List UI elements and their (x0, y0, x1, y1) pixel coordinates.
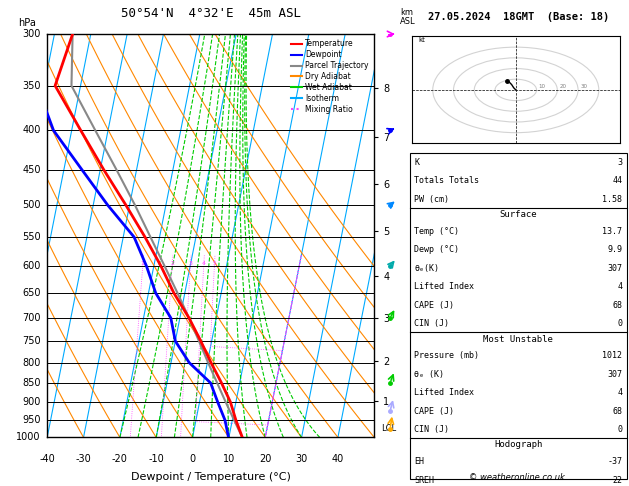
Text: km
ASL: km ASL (401, 8, 416, 26)
Text: 300: 300 (22, 29, 41, 39)
Text: Dewpoint / Temperature (°C): Dewpoint / Temperature (°C) (131, 472, 291, 482)
Text: Dewp (°C): Dewp (°C) (415, 245, 459, 254)
Text: LCL: LCL (381, 424, 396, 434)
Text: 800: 800 (22, 358, 41, 367)
Text: 1000: 1000 (16, 433, 41, 442)
Text: 1.58: 1.58 (603, 195, 622, 204)
Text: 40: 40 (331, 453, 344, 464)
Legend: Temperature, Dewpoint, Parcel Trajectory, Dry Adiabat, Wet Adiabat, Isotherm, Mi: Temperature, Dewpoint, Parcel Trajectory… (289, 38, 370, 115)
Text: 550: 550 (22, 232, 41, 242)
Text: 500: 500 (22, 200, 41, 210)
Text: 450: 450 (22, 165, 41, 175)
Text: 307: 307 (608, 370, 622, 379)
Text: 30: 30 (580, 84, 587, 89)
Text: 850: 850 (22, 378, 41, 388)
Text: 13.7: 13.7 (603, 227, 622, 236)
Text: 0: 0 (617, 319, 622, 328)
Text: CIN (J): CIN (J) (415, 319, 449, 328)
Text: 9.9: 9.9 (608, 245, 622, 254)
Text: PW (cm): PW (cm) (415, 195, 449, 204)
Text: -40: -40 (39, 453, 55, 464)
Text: -10: -10 (148, 453, 164, 464)
Text: K: K (415, 158, 420, 167)
Text: 10: 10 (538, 84, 545, 89)
Text: CIN (J): CIN (J) (415, 425, 449, 434)
Text: 27.05.2024  18GMT  (Base: 18): 27.05.2024 18GMT (Base: 18) (428, 12, 609, 22)
Text: 22: 22 (613, 475, 622, 485)
Text: 307: 307 (608, 264, 622, 273)
Text: 44: 44 (613, 176, 622, 186)
Text: 600: 600 (22, 261, 41, 271)
Text: 20: 20 (259, 453, 272, 464)
Text: SREH: SREH (415, 475, 434, 485)
Text: 30: 30 (296, 453, 308, 464)
Text: 4: 4 (617, 282, 622, 291)
Text: 68: 68 (613, 301, 622, 310)
Text: -20: -20 (112, 453, 128, 464)
Text: 350: 350 (22, 81, 41, 91)
Text: Temp (°C): Temp (°C) (415, 227, 459, 236)
Bar (410, 153, 626, 479)
Text: 1: 1 (141, 261, 145, 266)
Text: 3: 3 (188, 261, 192, 266)
Text: CAPE (J): CAPE (J) (415, 407, 454, 416)
Text: CAPE (J): CAPE (J) (415, 301, 454, 310)
Text: 2: 2 (170, 261, 174, 266)
Text: 10: 10 (223, 453, 235, 464)
Text: θₑ (K): θₑ (K) (415, 370, 444, 379)
Text: 68: 68 (613, 407, 622, 416)
Text: 4: 4 (202, 261, 206, 266)
Text: 0: 0 (617, 425, 622, 434)
Text: © weatheronline.co.uk: © weatheronline.co.uk (469, 473, 565, 482)
Text: EH: EH (415, 457, 424, 466)
Text: 900: 900 (22, 397, 41, 407)
Text: 1012: 1012 (603, 351, 622, 360)
Text: 3: 3 (617, 158, 622, 167)
Text: -30: -30 (75, 453, 91, 464)
Text: 0: 0 (189, 453, 196, 464)
Text: Lifted Index: Lifted Index (415, 388, 474, 397)
Text: Surface: Surface (499, 210, 537, 219)
Text: 950: 950 (22, 415, 41, 425)
Text: 750: 750 (22, 336, 41, 346)
Text: 4: 4 (617, 388, 622, 397)
Text: Totals Totals: Totals Totals (415, 176, 479, 186)
Text: 5: 5 (213, 261, 216, 266)
Text: 400: 400 (22, 125, 41, 136)
Text: Pressure (mb): Pressure (mb) (415, 351, 479, 360)
Text: Hodograph: Hodograph (494, 440, 542, 450)
Text: kt: kt (418, 37, 425, 43)
Text: -37: -37 (608, 457, 622, 466)
Text: θₑ(K): θₑ(K) (415, 264, 439, 273)
Text: 700: 700 (22, 313, 41, 323)
Text: 650: 650 (22, 288, 41, 298)
Text: Most Unstable: Most Unstable (483, 334, 554, 344)
Text: 20: 20 (559, 84, 566, 89)
Text: hPa: hPa (18, 18, 36, 28)
Text: 50°54'N  4°32'E  45m ASL: 50°54'N 4°32'E 45m ASL (121, 7, 301, 20)
Text: Lifted Index: Lifted Index (415, 282, 474, 291)
